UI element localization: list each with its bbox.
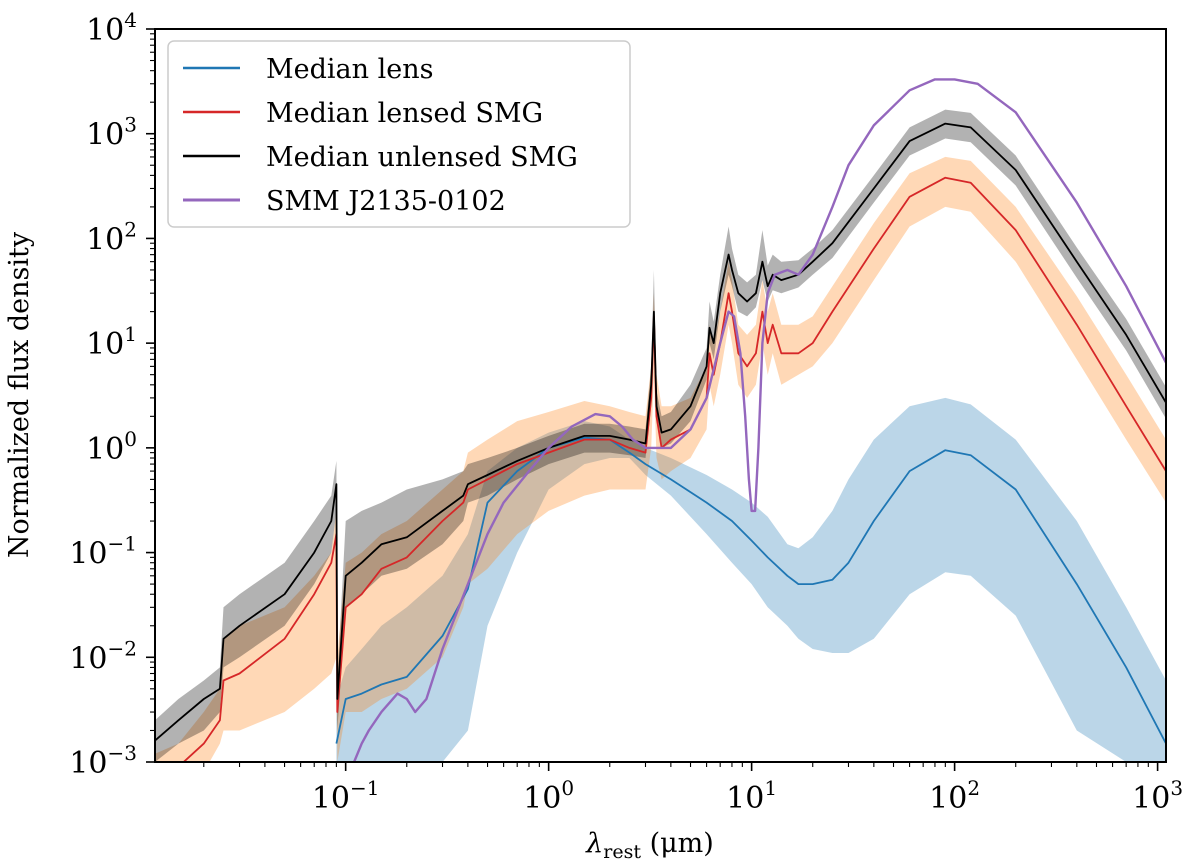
y-tick-label: 102 [86,217,137,257]
legend-frame [167,40,631,228]
line-smm-j2135-0102 [345,78,1166,762]
legend-label-smm-j2135: SMM J2135-0102 [266,186,506,217]
legend: Median lens Median lensed SMG Median unl… [167,40,631,228]
band-median-lens [336,397,1166,762]
series-lines [155,78,1166,762]
legend-label-lensed-smg: Median lensed SMG [266,98,543,129]
y-tick-label: 103 [86,113,137,153]
y-tick-label: 10−3 [69,741,137,781]
y-axis-label: Normalized flux density [4,231,35,558]
x-tick-label: 102 [929,776,980,816]
line-median-lens [335,436,1166,745]
legend-label-lens: Median lens [266,54,433,85]
axis-ticks: 10−1 100 101 102 103 10−3 10−2 10−1 100 101 102 103… [69,8,1183,816]
y-tick-label: 104 [86,8,137,48]
x-tick-label: 101 [726,776,777,816]
x-tick-label: 103 [1132,776,1183,816]
x-axis-label: λrest (μm) [585,828,714,863]
band-median-lensed-smg [155,156,1166,762]
y-tick-label: 101 [86,322,137,362]
y-tick-label: 10−2 [69,636,137,676]
y-tick-label: 10−1 [69,532,137,572]
legend-label-unlensed-smg: Median unlensed SMG [266,142,578,173]
line-median-unlensed-smg [155,122,1166,742]
y-tick-label: 100 [86,427,137,467]
x-tick-label: 100 [523,776,574,816]
plot-frame [154,28,1167,763]
x-tick-label: 10−1 [312,776,380,816]
